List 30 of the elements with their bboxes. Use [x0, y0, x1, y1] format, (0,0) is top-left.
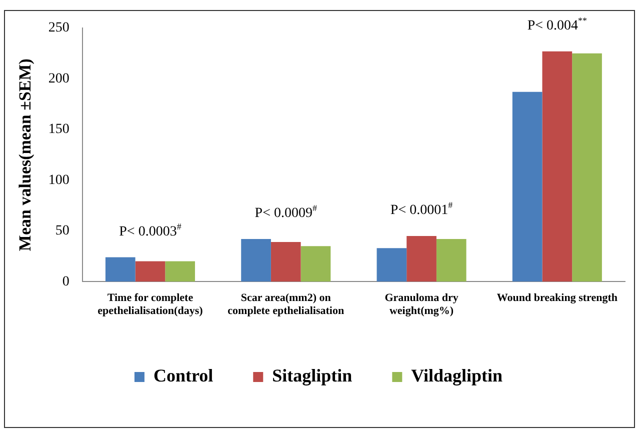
legend-label: Vildagliptin [411, 366, 503, 386]
y-axis-title: Mean values(mean ±SEM) [16, 58, 35, 252]
legend-label: Sitagliptin [272, 366, 352, 386]
bar [436, 238, 466, 282]
annotation: P< 0.0009# [254, 202, 318, 221]
annotation: P< 0.0003# [119, 221, 182, 240]
y-tick-label: 50 [55, 224, 70, 239]
bar [270, 242, 301, 282]
y-tick-label: 150 [48, 122, 70, 138]
y-tick-label: 100 [48, 172, 70, 188]
bar [165, 261, 195, 282]
annotation: P< 0.004** [527, 15, 588, 34]
y-tick-label: 250 [48, 20, 70, 36]
bar [300, 246, 331, 282]
y-tick-label: 200 [48, 71, 70, 86]
bar [406, 236, 436, 282]
x-tick-label: Scar area(mm2) on complete epthelialisation [228, 292, 344, 318]
bar [241, 238, 271, 282]
bar [572, 53, 602, 282]
bar [105, 257, 136, 282]
annotation: P< 0.0001# [390, 200, 454, 218]
legend-label: Control [153, 366, 214, 386]
x-tick-label: Granuloma dry weight(mg%) [384, 292, 459, 318]
y-tick-label: 0 [62, 274, 70, 290]
x-tick-label: Wound breaking strength [496, 292, 618, 304]
bar [376, 248, 407, 282]
bar [542, 51, 572, 282]
x-tick-label: Time for complete epethelialisation(days) [98, 292, 204, 318]
bar [135, 261, 166, 282]
bar [512, 92, 542, 282]
